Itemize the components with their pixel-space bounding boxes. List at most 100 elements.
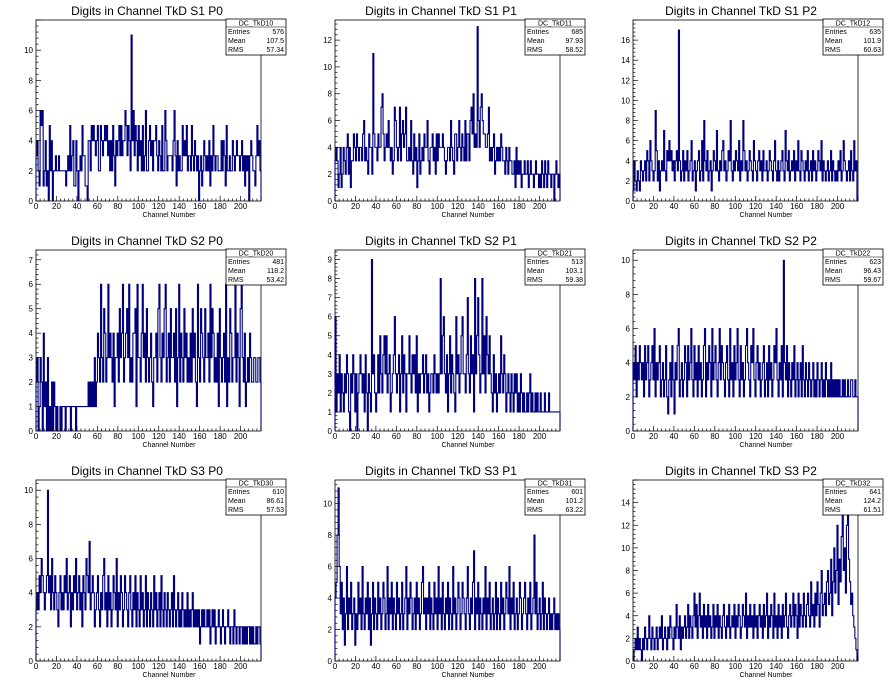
y-tick-label: 9 xyxy=(328,256,333,265)
y-tick-label: 0 xyxy=(626,657,631,666)
y-tick-label: 14 xyxy=(621,499,630,508)
x-tick-label: 0 xyxy=(333,662,338,671)
stats-rms-label: RMS xyxy=(228,47,244,54)
panel-title: Digits in Channel TkD S3 P1 xyxy=(365,464,517,478)
y-tick-label: 8 xyxy=(626,290,631,299)
x-tick-label: 140 xyxy=(770,662,784,671)
x-tick-label: 140 xyxy=(173,432,187,441)
x-tick-label: 200 xyxy=(831,432,845,441)
x-tick-label: 120 xyxy=(749,202,763,211)
x-tick-label: 180 xyxy=(213,662,227,671)
y-tick-label: 8 xyxy=(328,531,333,540)
x-axis-label: Channel Number xyxy=(740,212,794,219)
y-tick-label: 10 xyxy=(621,256,630,265)
stats-rms-value: 61.51 xyxy=(863,507,881,514)
stats-rms-value: 59.67 xyxy=(863,277,881,284)
histogram-series xyxy=(334,487,561,661)
x-tick-label: 100 xyxy=(431,432,445,441)
x-tick-label: 60 xyxy=(690,432,699,441)
stats-rms-label: RMS xyxy=(825,507,841,514)
y-tick-label: 8 xyxy=(328,90,333,99)
stats-mean-label: Mean xyxy=(825,498,843,505)
x-tick-label: 40 xyxy=(371,202,380,211)
stats-rms-value: 57.34 xyxy=(266,47,284,54)
stats-name: DC_TkD11 xyxy=(538,21,572,28)
y-tick-label: 2 xyxy=(328,170,333,179)
x-tick-label: 160 xyxy=(193,432,207,441)
y-tick-label: 2 xyxy=(626,634,631,643)
panel-title: Digits in Channel TkD S1 P2 xyxy=(665,4,817,18)
stats-rms-value: 58.52 xyxy=(565,47,583,54)
histogram-series xyxy=(35,283,262,432)
y-tick-label: 0 xyxy=(626,427,631,436)
stats-mean-value: 107.5 xyxy=(266,38,284,45)
y-tick-label: 6 xyxy=(626,589,631,598)
panel-title: Digits in Channel TkD S3 P0 xyxy=(71,464,223,478)
stats-entries-label: Entries xyxy=(825,29,847,36)
stats-rms-label: RMS xyxy=(527,47,543,54)
stats-name: DC_TkD32 xyxy=(836,481,871,488)
stats-box-frame xyxy=(822,248,884,286)
x-tick-label: 40 xyxy=(669,432,678,441)
y-tick-label: 0 xyxy=(626,197,631,206)
x-tick-label: 40 xyxy=(72,432,81,441)
stats-mean-value: 124.2 xyxy=(863,498,881,505)
y-tick-label: 0 xyxy=(328,197,333,206)
stats-entries-value: 481 xyxy=(272,259,284,266)
histogram-series xyxy=(632,29,858,202)
x-tick-label: 0 xyxy=(631,202,636,211)
x-tick-label: 140 xyxy=(472,662,486,671)
stats-entries-value: 513 xyxy=(571,259,583,266)
stats-box-frame xyxy=(524,18,586,56)
plot-frame xyxy=(35,479,262,662)
y-tick-label: 2 xyxy=(328,389,333,398)
y-tick-label: 4 xyxy=(328,594,333,603)
y-tick-label: 10 xyxy=(24,486,33,495)
y-tick-label: 12 xyxy=(621,76,630,85)
y-tick-label: 6 xyxy=(29,107,34,116)
stats-box-frame xyxy=(225,18,287,56)
y-tick-label: 14 xyxy=(621,56,630,65)
stats-entries-label: Entries xyxy=(825,489,847,496)
x-tick-label: 180 xyxy=(512,662,526,671)
stats-mean-label: Mean xyxy=(825,268,843,275)
stats-rms-label: RMS xyxy=(825,277,841,284)
x-tick-label: 100 xyxy=(132,662,146,671)
y-tick-label: 4 xyxy=(29,137,34,146)
panel-8: Digits in Channel TkD S3 P10 20 40 60 80 100 1… xyxy=(323,464,586,679)
y-tick-label: 8 xyxy=(626,117,631,126)
y-tick-label: 0 xyxy=(328,427,333,436)
y-tick-label: 10 xyxy=(323,500,332,509)
x-axis-label: Channel Number xyxy=(740,442,794,449)
y-tick-label: 2 xyxy=(29,167,34,176)
x-tick-label: 0 xyxy=(333,432,338,441)
y-tick-label: 7 xyxy=(328,294,333,303)
x-axis-label: Channel Number xyxy=(143,442,197,449)
x-tick-label: 140 xyxy=(770,202,784,211)
stats-name: DC_TkD21 xyxy=(538,251,573,258)
x-tick-label: 60 xyxy=(93,432,102,441)
x-tick-label: 100 xyxy=(431,202,445,211)
panel-5: Digits in Channel TkD S2 P10 20 40 60 80 100 1… xyxy=(328,234,586,449)
x-tick-label: 140 xyxy=(770,432,784,441)
panel-9: Digits in Channel TkD S3 P20 20 40 60 80 100 1… xyxy=(621,464,884,679)
x-tick-label: 200 xyxy=(533,432,547,441)
stats-entries-value: 623 xyxy=(869,259,881,266)
stats-rms-label: RMS xyxy=(527,507,543,514)
x-tick-label: 100 xyxy=(729,662,743,671)
stats-box-frame xyxy=(524,478,586,516)
x-tick-label: 60 xyxy=(392,662,401,671)
x-axis-label: Channel Number xyxy=(442,442,496,449)
y-tick-label: 2 xyxy=(328,626,333,635)
stats-rms-value: 53.42 xyxy=(266,277,284,284)
y-tick-label: 16 xyxy=(621,36,630,45)
panel-title: Digits in Channel TkD S1 P1 xyxy=(365,4,517,18)
x-tick-label: 60 xyxy=(93,662,102,671)
stats-mean-label: Mean xyxy=(527,38,545,45)
x-tick-label: 40 xyxy=(669,202,678,211)
stats-entries-label: Entries xyxy=(825,259,847,266)
x-tick-label: 40 xyxy=(72,202,81,211)
panel-1: Digits in Channel TkD S1 P00 20 40 60 80 100 1… xyxy=(24,4,287,219)
